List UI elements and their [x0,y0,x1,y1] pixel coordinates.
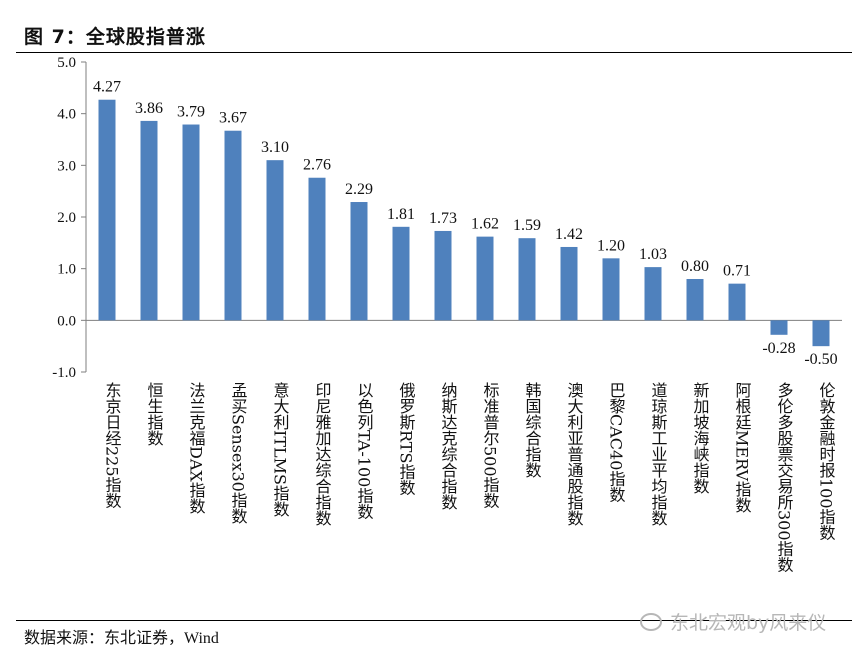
data-label: 0.71 [723,263,751,280]
watermark: 东北宏观by风来仪 [640,608,826,635]
data-label: 2.76 [303,157,331,174]
data-label: 0.80 [681,258,709,275]
data-label: 3.86 [135,100,163,117]
y-tick-label: -1.0 [52,365,76,381]
source-divider [16,620,852,621]
data-label: -0.28 [762,340,795,357]
bar [770,320,788,335]
bar [224,130,242,321]
data-label: 2.29 [345,181,373,198]
chart-data-labels: 4.27 3.86 3.79 3.67 3.10 2.76 2.29 1.81 1.73 1.62… [93,79,838,368]
bar [476,236,494,321]
y-tick-label: 0.0 [57,313,76,329]
bar [686,279,704,321]
data-label: 1.73 [429,210,457,227]
category-label: 以色列TA-100指数 [355,382,374,519]
category-label: 纳斯达克综合指数 [439,382,458,510]
bar [182,124,200,321]
watermark-text: 东北宏观by风来仪 [670,612,827,634]
data-label: 1.42 [555,226,583,243]
data-label: 1.62 [471,216,499,233]
data-label: 3.67 [219,110,247,127]
data-label: 1.03 [639,246,667,263]
y-tick-label: 2.0 [57,210,76,226]
bar [728,283,746,321]
bar [644,267,662,321]
bar [266,160,284,321]
category-label: 标准普尔500指数 [481,382,500,509]
bar [392,226,410,321]
bar [560,246,578,321]
category-label: 澳大利亚普通股指数 [565,382,584,526]
y-tick-label: 4.0 [57,107,76,123]
source-note: 数据来源：东北证券，Wind [24,630,219,647]
title-divider [16,52,852,53]
bar [518,238,536,321]
bar [350,202,368,321]
category-label: 伦敦金融时报100指数 [817,382,836,541]
chart-bars [98,99,830,347]
bar [308,177,326,321]
category-label: 东京日经225指数 [103,382,122,509]
data-label: 4.27 [93,79,121,96]
category-label: 法兰克福DAX指数 [187,382,206,514]
bar [602,258,620,321]
data-label: 1.20 [597,237,625,254]
chart-axes: -1.0 0.0 1.0 2.0 3.0 4.0 5.0 [52,55,842,381]
wechat-icon [640,612,662,631]
category-label: 阿根廷MERV指数 [733,382,752,513]
data-label: 3.10 [261,139,289,156]
data-label: -0.50 [804,351,837,368]
category-label: 孟买Sensex30指数 [229,382,248,524]
bar [812,320,830,347]
category-label: 多伦多股票交易所300指数 [775,382,794,573]
category-label: 韩国综合指数 [523,382,542,478]
chart-title: 图 7：全球股指普涨 [24,26,206,48]
data-label: 1.59 [513,217,541,234]
bar-chart: -1.0 0.0 1.0 2.0 3.0 4.0 5.0 4.27 3.86 3.79 3.67 3… [52,55,842,573]
category-label: 道琼斯工业平均指数 [649,382,668,526]
bar [98,99,116,321]
bar [434,230,452,321]
chart-category-labels: 东京日经225指数 恒生指数 法兰克福DAX指数 孟买Sensex30指数 意大利ITL… [103,381,836,573]
y-tick-label: 1.0 [57,262,76,278]
category-label: 新加坡海峡指数 [691,382,710,494]
category-label: 巴黎CAC40指数 [607,382,626,502]
category-label: 恒生指数 [145,382,164,446]
category-label: 俄罗斯RTS指数 [397,382,416,495]
data-label: 3.79 [177,104,205,121]
data-label: 1.81 [387,206,415,223]
y-tick-label: 5.0 [57,55,76,71]
category-label: 印尼雅加达综合指数 [313,382,332,526]
y-tick-label: 3.0 [57,158,76,174]
category-label: 意大利ITLMS指数 [271,381,290,517]
bar [140,120,158,321]
